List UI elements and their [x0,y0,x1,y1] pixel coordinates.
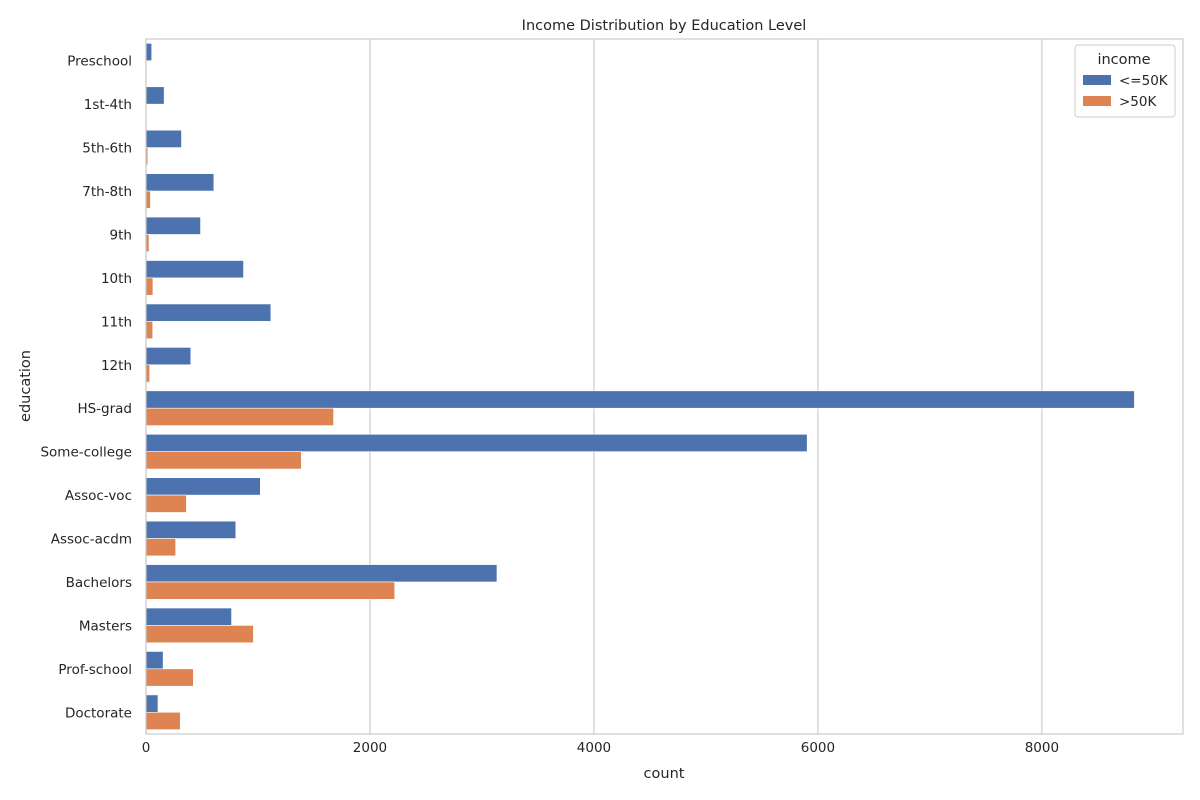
y-tick-labels: Preschool 1st-4th 5th-6th 7th-8th 9th 10th 11t… [40,54,132,722]
bar-5th-6th-le50k [145,129,182,148]
y-tick-prof-school: Prof-school [58,662,132,678]
y-tick-assoc-acdm: Assoc-acdm [51,532,132,548]
x-tick-labels: 0 2000 4000 6000 8000 [142,740,1059,756]
y-tick-some-college: Some-college [40,445,132,461]
y-tick-12th: 12th [101,358,132,374]
x-tick-0: 0 [142,740,151,756]
y-tick-7th-8th: 7th-8th [82,184,132,200]
x-tick-6000: 6000 [801,740,835,756]
y-tick-bachelors: Bachelors [66,575,132,591]
bar-assoc-acdm-le50k [145,520,237,539]
x-axis-label: count [644,766,685,782]
x-tick-2000: 2000 [353,740,387,756]
bar-some-college-le50k [145,433,808,452]
legend-label-le50k: <=50K [1119,73,1169,89]
legend-swatch-gt50k [1083,96,1111,106]
bar-bachelors-gt50k [145,581,396,600]
bar-prof-school-gt50k [145,668,194,687]
bar-bachelors-le50k [145,564,498,583]
y-tick-preschool: Preschool [67,54,132,70]
bar-hs-grad-le50k [145,390,1135,409]
legend-title: income [1097,52,1150,68]
y-tick-10th: 10th [101,271,132,287]
y-tick-hs-grad: HS-grad [77,401,132,417]
y-tick-assoc-voc: Assoc-voc [65,488,132,504]
bar-9th-le50k [145,216,201,235]
bar-11th-gt50k [145,321,154,340]
bar-1st-4th-le50k [145,86,165,105]
bar-11th-le50k [145,303,272,322]
legend-swatch-le50k [1083,75,1111,85]
x-tick-4000: 4000 [577,740,611,756]
y-axis-label: education [18,350,34,422]
bar-masters-le50k [145,607,232,626]
y-tick-9th: 9th [110,227,132,243]
bar-preschool-le50k [145,43,153,62]
bars [145,43,1135,730]
bar-masters-gt50k [145,625,254,644]
legend: income <=50K >50K [1074,44,1176,118]
chart-title: Income Distribution by Education Level [522,18,807,34]
bar-doctorate-le50k [145,694,159,713]
bar-7th-8th-gt50k [145,190,151,209]
y-tick-masters: Masters [79,618,132,634]
legend-label-gt50k: >50K [1119,94,1157,110]
bar-12th-le50k [145,347,192,366]
y-tick-11th: 11th [101,314,132,330]
bar-assoc-voc-gt50k [145,494,187,513]
plot-frame [145,38,1184,735]
bar-10th-gt50k [145,277,154,296]
y-tick-5th-6th: 5th-6th [82,141,132,157]
y-tick-doctorate: Doctorate [65,705,132,721]
x-tick-8000: 8000 [1025,740,1059,756]
bar-10th-le50k [145,260,244,279]
y-tick-1st-4th: 1st-4th [84,97,132,113]
bar-prof-school-le50k [145,651,164,670]
bar-assoc-acdm-gt50k [145,538,176,557]
bar-assoc-voc-le50k [145,477,261,496]
bar-doctorate-gt50k [145,711,181,730]
bar-hs-grad-gt50k [145,407,334,426]
bar-7th-8th-le50k [145,173,215,192]
bar-some-college-gt50k [145,451,302,470]
